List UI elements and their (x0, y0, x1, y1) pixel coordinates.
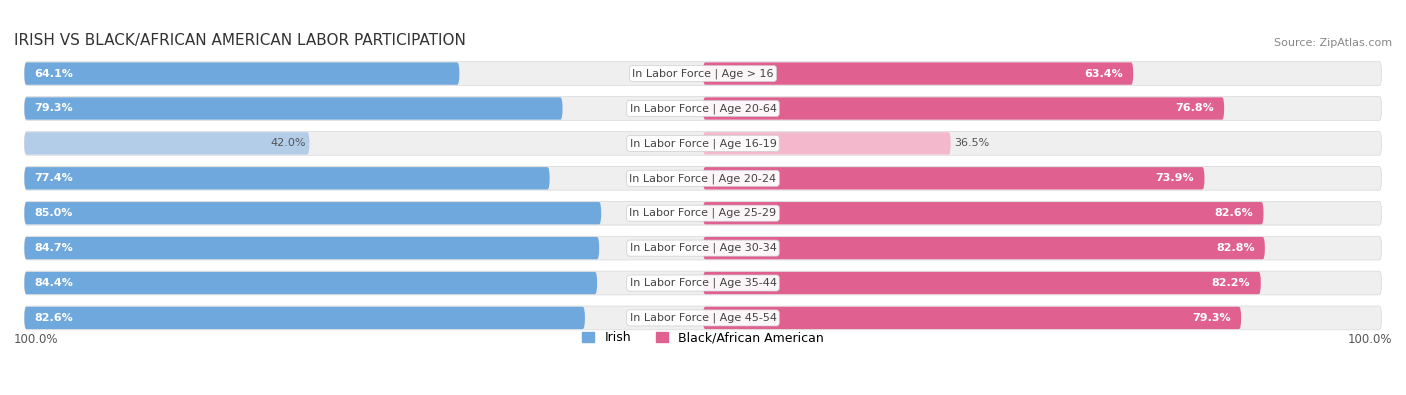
Text: 82.2%: 82.2% (1212, 278, 1250, 288)
FancyBboxPatch shape (703, 237, 1265, 259)
Text: 77.4%: 77.4% (35, 173, 73, 183)
FancyBboxPatch shape (703, 62, 1133, 85)
FancyBboxPatch shape (24, 62, 1382, 85)
Text: 42.0%: 42.0% (270, 138, 307, 149)
Text: 85.0%: 85.0% (35, 208, 73, 218)
FancyBboxPatch shape (24, 201, 1382, 225)
Text: 84.7%: 84.7% (35, 243, 73, 253)
Text: 100.0%: 100.0% (14, 333, 59, 346)
Text: 84.4%: 84.4% (35, 278, 73, 288)
Text: 82.6%: 82.6% (35, 313, 73, 323)
FancyBboxPatch shape (24, 132, 1382, 155)
FancyBboxPatch shape (24, 271, 1382, 295)
FancyBboxPatch shape (703, 132, 950, 154)
FancyBboxPatch shape (24, 307, 585, 329)
Text: Source: ZipAtlas.com: Source: ZipAtlas.com (1274, 38, 1392, 49)
Text: In Labor Force | Age > 16: In Labor Force | Age > 16 (633, 68, 773, 79)
Text: 64.1%: 64.1% (35, 69, 73, 79)
Text: In Labor Force | Age 20-24: In Labor Force | Age 20-24 (630, 173, 776, 184)
FancyBboxPatch shape (703, 307, 1241, 329)
Text: In Labor Force | Age 30-34: In Labor Force | Age 30-34 (630, 243, 776, 253)
Text: 36.5%: 36.5% (955, 138, 990, 149)
FancyBboxPatch shape (703, 202, 1264, 224)
Text: In Labor Force | Age 20-64: In Labor Force | Age 20-64 (630, 103, 776, 114)
Text: In Labor Force | Age 25-29: In Labor Force | Age 25-29 (630, 208, 776, 218)
Text: 82.8%: 82.8% (1216, 243, 1254, 253)
FancyBboxPatch shape (24, 97, 562, 120)
FancyBboxPatch shape (24, 236, 1382, 260)
FancyBboxPatch shape (703, 272, 1261, 294)
FancyBboxPatch shape (24, 132, 309, 154)
FancyBboxPatch shape (703, 97, 1225, 120)
FancyBboxPatch shape (24, 272, 598, 294)
FancyBboxPatch shape (24, 202, 602, 224)
Text: 79.3%: 79.3% (1192, 313, 1230, 323)
Legend: Irish, Black/African American: Irish, Black/African American (582, 331, 824, 344)
Text: In Labor Force | Age 35-44: In Labor Force | Age 35-44 (630, 278, 776, 288)
Text: 63.4%: 63.4% (1084, 69, 1123, 79)
FancyBboxPatch shape (24, 97, 1382, 120)
Text: In Labor Force | Age 16-19: In Labor Force | Age 16-19 (630, 138, 776, 149)
Text: IRISH VS BLACK/AFRICAN AMERICAN LABOR PARTICIPATION: IRISH VS BLACK/AFRICAN AMERICAN LABOR PA… (14, 34, 465, 49)
FancyBboxPatch shape (24, 167, 550, 190)
FancyBboxPatch shape (24, 306, 1382, 330)
FancyBboxPatch shape (24, 237, 599, 259)
Text: 100.0%: 100.0% (1347, 333, 1392, 346)
FancyBboxPatch shape (24, 166, 1382, 190)
Text: 79.3%: 79.3% (35, 103, 73, 113)
FancyBboxPatch shape (24, 62, 460, 85)
Text: 76.8%: 76.8% (1175, 103, 1213, 113)
FancyBboxPatch shape (703, 167, 1205, 190)
Text: 82.6%: 82.6% (1215, 208, 1253, 218)
Text: 73.9%: 73.9% (1156, 173, 1194, 183)
Text: In Labor Force | Age 45-54: In Labor Force | Age 45-54 (630, 313, 776, 323)
